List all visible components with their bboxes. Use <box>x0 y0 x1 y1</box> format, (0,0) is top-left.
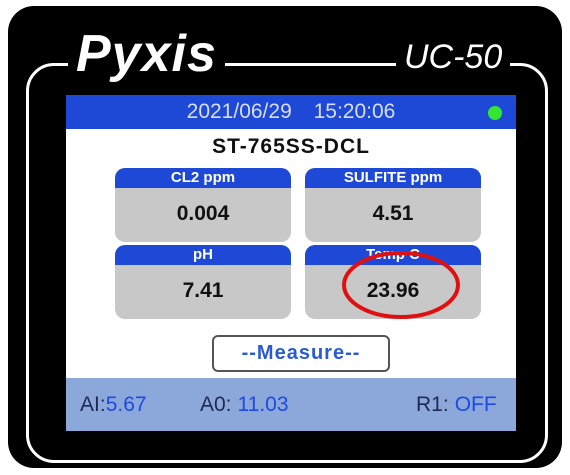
annotation-layer <box>0 0 570 475</box>
device-display: Pyxis UC-50 2021/06/29 15:20:06 ST-765SS… <box>0 0 570 475</box>
highlight-circle <box>344 253 458 317</box>
